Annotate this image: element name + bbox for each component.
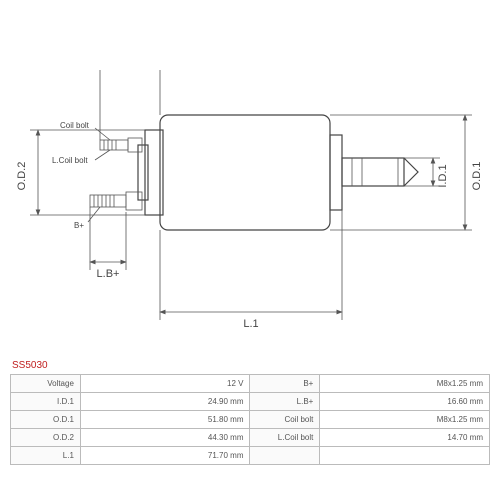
coil-bolt-text: Coil bolt xyxy=(60,121,90,130)
table-row: O.D.2 44.30 mm L.Coil bolt 14.70 mm xyxy=(11,429,490,447)
spec-value: M8x1.25 mm xyxy=(320,375,490,393)
spec-label: B+ xyxy=(250,375,320,393)
specs-table-area: SS5030 Voltage 12 V B+ M8x1.25 mm I.D.1 … xyxy=(10,360,490,465)
spec-label: O.D.2 xyxy=(11,429,81,447)
solenoid-body xyxy=(138,115,418,230)
spec-value: M8x1.25 mm xyxy=(320,411,490,429)
spec-label: O.D.1 xyxy=(11,411,81,429)
spec-value: 16.60 mm xyxy=(320,393,490,411)
spec-value: 12 V xyxy=(80,375,250,393)
spec-value: 14.70 mm xyxy=(320,429,490,447)
lbplus-label: L.B+ xyxy=(97,268,120,280)
spec-value: 44.30 mm xyxy=(80,429,250,447)
id1-label: I.D.1 xyxy=(437,164,449,187)
id1-dimension: I.D.1 xyxy=(404,158,449,188)
technical-diagram: O.D.2 O.D.1 I.D.1 L.1 L.B+ Coil bolt L.C… xyxy=(0,0,500,355)
l1-dimension: L.1 xyxy=(160,210,342,330)
lbplus-dimension: L.B+ xyxy=(90,207,126,280)
od2-label: O.D.2 xyxy=(16,162,28,191)
b-plus-terminal xyxy=(90,192,142,210)
spec-label xyxy=(250,447,320,465)
table-row: I.D.1 24.90 mm L.B+ 16.60 mm xyxy=(11,393,490,411)
part-code: SS5030 xyxy=(10,360,490,371)
table-row: L.1 71.70 mm xyxy=(11,447,490,465)
table-row: O.D.1 51.80 mm Coil bolt M8x1.25 mm xyxy=(11,411,490,429)
spec-label: I.D.1 xyxy=(11,393,81,411)
spec-value: 24.90 mm xyxy=(80,393,250,411)
bplus-text: B+ xyxy=(74,221,84,230)
coil-bolt-terminal xyxy=(100,138,142,152)
table-row: Voltage 12 V B+ M8x1.25 mm xyxy=(11,375,490,393)
spec-label: Coil bolt xyxy=(250,411,320,429)
spec-value xyxy=(320,447,490,465)
bplus-label-group: B+ xyxy=(74,207,100,230)
od1-label: O.D.1 xyxy=(471,162,483,191)
specs-table: Voltage 12 V B+ M8x1.25 mm I.D.1 24.90 m… xyxy=(10,374,490,465)
l-coil-bolt-text: L.Coil bolt xyxy=(52,156,88,165)
od1-dimension: O.D.1 xyxy=(330,115,483,230)
spec-value: 51.80 mm xyxy=(80,411,250,429)
spec-label: L.B+ xyxy=(250,393,320,411)
spec-label: Voltage xyxy=(11,375,81,393)
spec-value: 71.70 mm xyxy=(80,447,250,465)
spec-label: L.Coil bolt xyxy=(250,429,320,447)
spec-label: L.1 xyxy=(11,447,81,465)
l1-label: L.1 xyxy=(243,318,258,330)
coil-bolt-labels: Coil bolt L.Coil bolt xyxy=(52,121,110,165)
